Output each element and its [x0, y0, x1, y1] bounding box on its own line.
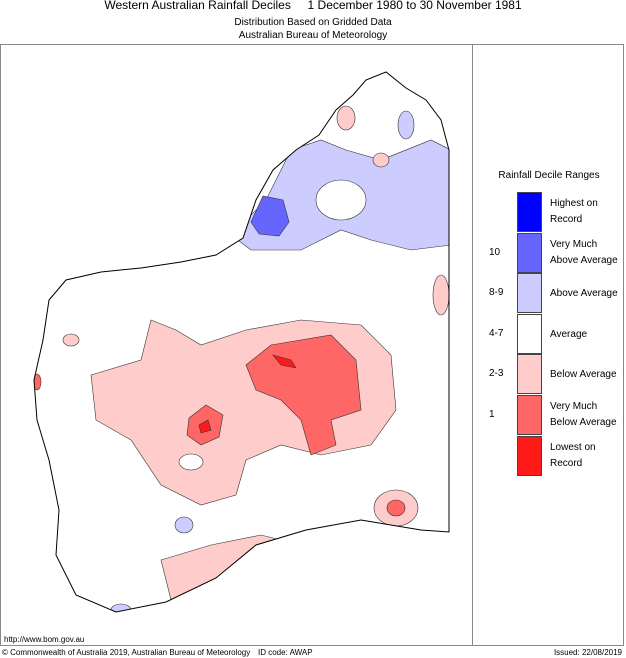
- legend-label: Highest on Record: [550, 196, 598, 228]
- legend-label-line: Below Average: [550, 417, 617, 428]
- average-hole-central: [178, 453, 204, 471]
- legend-label-line: Very Much: [550, 401, 598, 412]
- id-code: ID code: AWAP: [258, 648, 313, 657]
- legend-divider: [472, 44, 473, 646]
- very-much-below-east: [245, 334, 362, 456]
- legend-swatch: [517, 435, 542, 476]
- legend-decile: 8-9: [489, 287, 504, 299]
- above-average-sw: [174, 516, 194, 534]
- below-average-west: [62, 333, 80, 347]
- lowest-on-record-patch: [198, 354, 297, 434]
- legend-label-line: Highest on: [550, 198, 598, 209]
- map-source: Australian Bureau of Meteorology: [238, 30, 388, 41]
- legend-swatch: [517, 192, 542, 232]
- legend-label-line: Above Average: [550, 288, 618, 300]
- legend-label-line: Very Much: [550, 238, 598, 250]
- legend-swatch: [517, 313, 542, 354]
- below-average-small: [372, 152, 390, 168]
- legend-label-line: Record: [550, 214, 583, 225]
- legend-swatch: [517, 273, 542, 314]
- legend-swatch: [517, 232, 542, 273]
- very-much-below-se: [386, 499, 406, 517]
- map-title: Western Australian Rainfall Deciles 1 De…: [104, 0, 522, 12]
- legend-label: Above Average: [550, 286, 618, 302]
- legend-label-line: Average: [550, 328, 588, 340]
- below-average-kimberley: [336, 105, 356, 131]
- legend-decile: 2-3: [489, 368, 504, 380]
- legend-swatch: [517, 354, 542, 395]
- legend-title: Rainfall Decile Ranges: [498, 170, 600, 181]
- legend-label: Very Much Below Average: [550, 399, 617, 431]
- very-much-above-north: [250, 195, 290, 237]
- legend-label: Lowest on Record: [550, 440, 596, 472]
- website-url[interactable]: http://www.bom.gov.au: [4, 635, 85, 644]
- legend-label: Average: [550, 327, 587, 343]
- legend-label: Below Average: [550, 367, 617, 383]
- very-much-below-coast: [34, 373, 42, 391]
- issued-date: Issued: 22/08/2019: [553, 648, 622, 657]
- legend-decile: 1: [489, 409, 495, 420]
- wa-map: [33, 71, 450, 613]
- average-hole-north: [315, 179, 367, 221]
- legend-label-line: Above Average: [550, 254, 618, 266]
- legend-label-line: Record: [550, 457, 583, 469]
- below-average-east-edge: [432, 274, 449, 316]
- legend-decile: 10: [489, 246, 501, 258]
- legend-label-line: Lowest on: [550, 441, 596, 453]
- map-subtitle: Distribution Based on Gridded Data: [234, 17, 392, 28]
- legend-swatch: [517, 395, 542, 435]
- legend-decile: 4-7: [489, 327, 504, 339]
- legend-label-line: Below Average: [550, 369, 617, 381]
- above-average-kimberley: [397, 110, 415, 140]
- copyright: © Commonwealth of Australia 2019, Austra…: [2, 648, 251, 657]
- legend-label: Very Much Above Average: [550, 237, 618, 269]
- map-frame: [0, 44, 624, 646]
